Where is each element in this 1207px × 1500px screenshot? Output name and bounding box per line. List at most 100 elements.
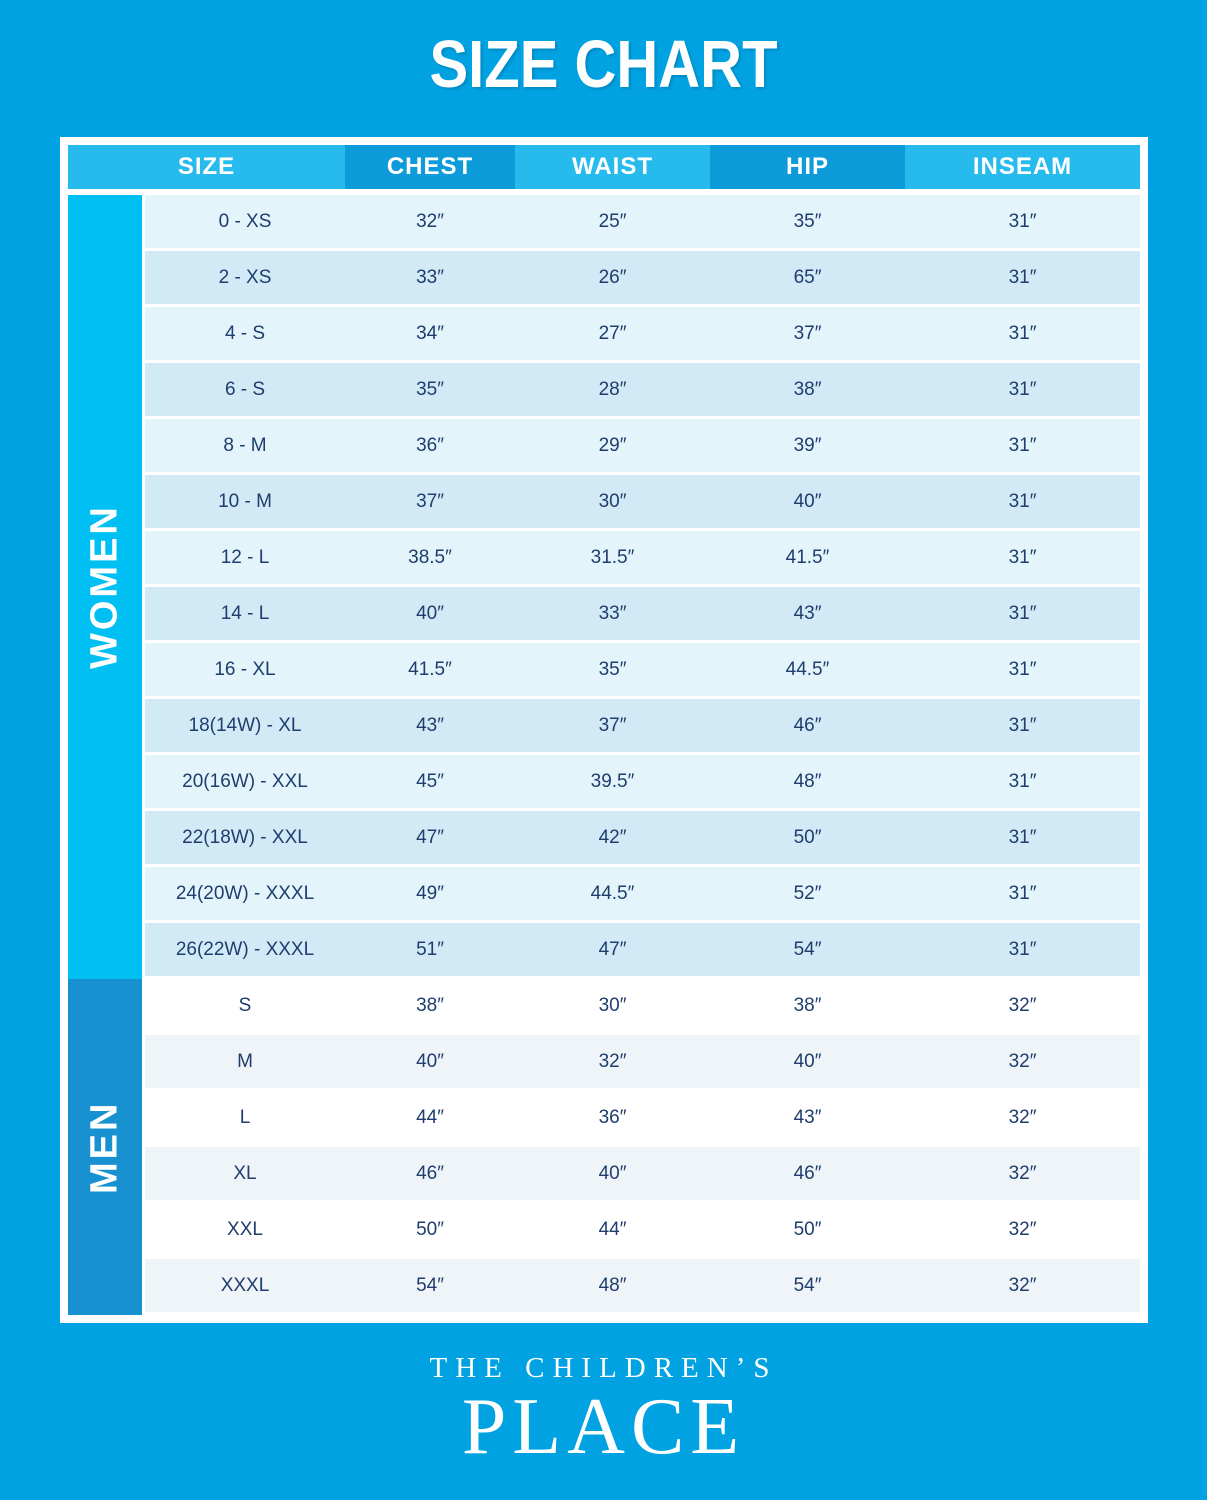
cell-size: S (238, 994, 252, 1016)
cell-hip: 38″ (793, 994, 822, 1016)
cell-waist: 39.5″ (590, 770, 635, 792)
cell-inseam: 31″ (1008, 938, 1037, 960)
cell-size: 0 - XS (218, 210, 272, 232)
cell-size: 4 - S (224, 322, 266, 344)
cell-inseam: 31″ (1008, 434, 1037, 456)
section-women: WOMEN (68, 195, 145, 979)
table-row: L 44″ 36″ 43″ 32″ (145, 1091, 1140, 1147)
cell-chest: 47″ (416, 826, 444, 848)
cell-hip: 40″ (793, 1050, 822, 1072)
cell-inseam: 32″ (1008, 994, 1037, 1016)
cell-inseam: 31″ (1008, 266, 1037, 288)
cell-hip: 41.5″ (785, 546, 830, 568)
cell-waist: 28″ (598, 378, 627, 400)
cell-inseam: 32″ (1008, 1218, 1037, 1240)
cell-inseam: 31″ (1008, 322, 1037, 344)
cell-size: 18(14W) - XL (188, 714, 302, 736)
section-label-women: WOMEN (83, 504, 126, 670)
table-row: 6 - S 35″ 28″ 38″ 31″ (145, 363, 1140, 419)
cell-hip: 40″ (793, 490, 822, 512)
cell-waist: 44″ (598, 1218, 627, 1240)
cell-inseam: 31″ (1008, 602, 1037, 624)
table-body: WOMEN MEN 0 - XS 32″ 25″ 35″ 31″ 2 - XS 33″ 26″… (68, 195, 1140, 1315)
table-row: 2 - XS 33″ 26″ 65″ 31″ (145, 251, 1140, 307)
cell-size: 2 - XS (218, 266, 272, 288)
cell-hip: 48″ (793, 770, 822, 792)
cell-size: XXL (227, 1218, 263, 1240)
page-title: SIZE CHART (429, 27, 778, 102)
cell-size: XL (233, 1162, 257, 1184)
column-header-hip: HIP (710, 145, 905, 189)
cell-hip: 44.5″ (785, 658, 830, 680)
cell-inseam: 32″ (1008, 1162, 1037, 1184)
cell-hip: 52″ (793, 882, 822, 904)
cell-inseam: 32″ (1008, 1106, 1037, 1128)
cell-chest: 51″ (416, 938, 444, 960)
table-row: 20(16W) - XXL 45″ 39.5″ 48″ 31″ (145, 755, 1140, 811)
cell-size: 10 - M (218, 490, 272, 512)
cell-waist: 26″ (598, 266, 627, 288)
cell-inseam: 32″ (1008, 1274, 1037, 1296)
cell-inseam: 31″ (1008, 378, 1037, 400)
cell-size: 20(16W) - XXL (182, 770, 308, 792)
section-sidebar: WOMEN MEN (68, 195, 145, 1315)
column-header-size: SIZE (68, 145, 345, 189)
cell-size: 6 - S (224, 378, 266, 400)
cell-chest: 43″ (416, 714, 444, 736)
cell-size: 8 - M (223, 434, 267, 456)
cell-waist: 33″ (598, 602, 627, 624)
cell-waist: 31.5″ (590, 546, 635, 568)
cell-waist: 25″ (598, 210, 627, 232)
table-row: 10 - M 37″ 30″ 40″ 31″ (145, 475, 1140, 531)
section-men: MEN (68, 979, 145, 1315)
column-header-inseam: INSEAM (905, 145, 1140, 189)
cell-waist: 30″ (598, 994, 627, 1016)
cell-chest: 38.5″ (408, 546, 452, 568)
table-row: XL 46″ 40″ 46″ 32″ (145, 1147, 1140, 1203)
cell-waist: 47″ (598, 938, 627, 960)
cell-inseam: 31″ (1008, 714, 1037, 736)
cell-hip: 54″ (793, 1274, 822, 1296)
cell-hip: 46″ (793, 1162, 822, 1184)
column-header-chest: CHEST (345, 145, 515, 189)
cell-chest: 34″ (416, 322, 444, 344)
table-row: 14 - L 40″ 33″ 43″ 31″ (145, 587, 1140, 643)
table-row: S 38″ 30″ 38″ 32″ (145, 979, 1140, 1035)
cell-inseam: 31″ (1008, 490, 1037, 512)
cell-waist: 30″ (598, 490, 627, 512)
cell-size: 26(22W) - XXXL (175, 938, 315, 960)
size-table-frame: SIZE CHEST WAIST HIP INSEAM WOMEN MEN 0 - XS… (60, 137, 1148, 1323)
section-label-men: MEN (83, 1100, 126, 1194)
cell-waist: 37″ (598, 714, 627, 736)
cell-size: 14 - L (220, 602, 270, 624)
cell-size: M (237, 1050, 253, 1072)
cell-hip: 43″ (793, 602, 822, 624)
brand-logo: THE CHILDREN’S PLACE (0, 1352, 1207, 1469)
cell-waist: 40″ (598, 1162, 627, 1184)
cell-chest: 40″ (416, 602, 444, 624)
cell-hip: 65″ (793, 266, 822, 288)
cell-waist: 36″ (598, 1106, 627, 1128)
table-row: 24(20W) - XXXL 49″ 44.5″ 52″ 31″ (145, 867, 1140, 923)
cell-hip: 39″ (793, 434, 822, 456)
cell-waist: 27″ (598, 322, 627, 344)
brand-name-top: THE CHILDREN’S (429, 1352, 778, 1384)
cell-chest: 40″ (416, 1050, 444, 1072)
cell-size: 24(20W) - XXXL (175, 882, 315, 904)
cell-waist: 48″ (598, 1274, 627, 1296)
cell-inseam: 32″ (1008, 1050, 1037, 1072)
cell-chest: 35″ (416, 378, 444, 400)
column-header-waist: WAIST (515, 145, 710, 189)
table-header-row: SIZE CHEST WAIST HIP INSEAM (68, 145, 1140, 189)
table-row: XXL 50″ 44″ 50″ 32″ (145, 1203, 1140, 1259)
cell-inseam: 31″ (1008, 826, 1037, 848)
cell-chest: 49″ (416, 882, 444, 904)
table-row: 4 - S 34″ 27″ 37″ 31″ (145, 307, 1140, 363)
brand-name-bottom: PLACE (461, 1383, 746, 1471)
cell-inseam: 31″ (1008, 546, 1037, 568)
cell-hip: 54″ (793, 938, 822, 960)
table-row: M 40″ 32″ 40″ 32″ (145, 1035, 1140, 1091)
cell-hip: 50″ (793, 1218, 822, 1240)
cell-chest: 46″ (416, 1162, 444, 1184)
